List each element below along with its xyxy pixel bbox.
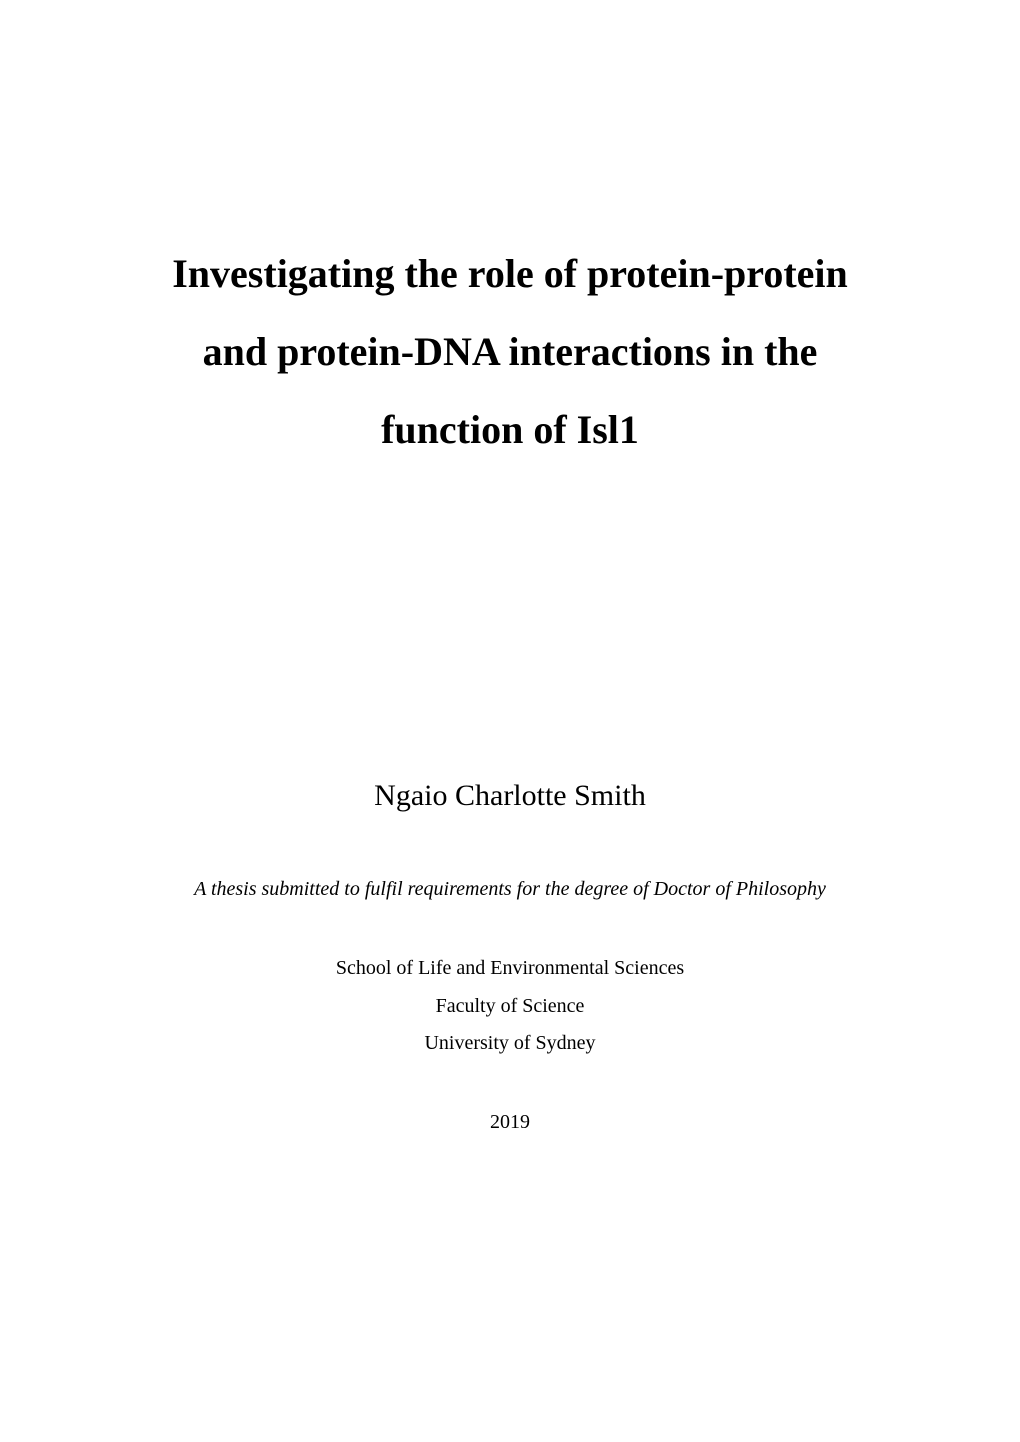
thesis-statement-block: A thesis submitted to fulfil requirement… (120, 878, 900, 901)
author-block: Ngaio Charlotte Smith (120, 779, 900, 813)
thesis-title: Investigating the role of protein-protei… (120, 235, 900, 469)
title-line-1: Investigating the role of protein-protei… (120, 235, 900, 313)
title-line-2: and protein-DNA interactions in the (120, 313, 900, 391)
affiliation-faculty: Faculty of Science (120, 988, 900, 1026)
affiliation-block: School of Life and Environmental Science… (120, 950, 900, 1063)
year: 2019 (120, 1111, 900, 1134)
year-block: 2019 (120, 1111, 900, 1134)
affiliation-school: School of Life and Environmental Science… (120, 950, 900, 988)
thesis-statement: A thesis submitted to fulfil requirement… (120, 878, 900, 901)
author-name: Ngaio Charlotte Smith (120, 779, 900, 813)
affiliation-university: University of Sydney (120, 1025, 900, 1063)
title-line-3: function of Isl1 (120, 391, 900, 469)
